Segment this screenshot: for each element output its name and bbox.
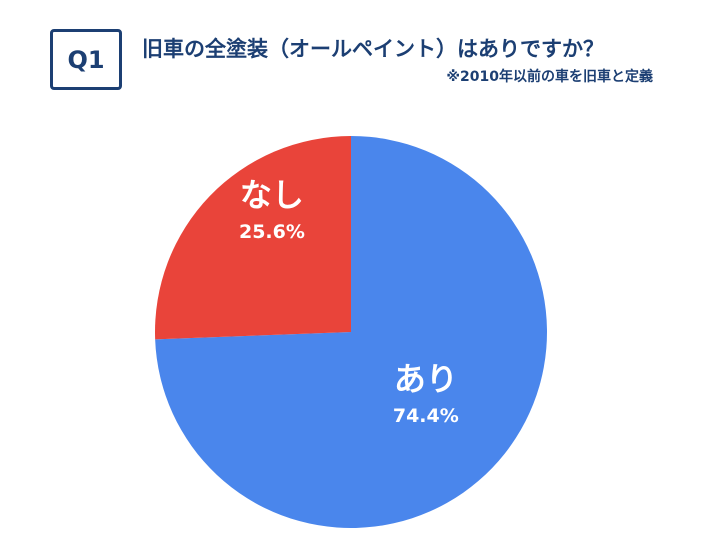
question-badge: Q1 bbox=[50, 29, 122, 90]
chart-title: 旧車の全塗装（オールペイント）はありですか？ bbox=[142, 37, 604, 61]
slice-label-1: あり bbox=[394, 360, 458, 398]
pie-slice-1 bbox=[155, 136, 547, 528]
pie-labels: あり 74.4% なし 25.6% bbox=[239, 176, 459, 427]
slice-label-2: なし bbox=[240, 176, 304, 214]
slice-value-label-2: 25.6% bbox=[239, 221, 305, 243]
pie-slices bbox=[155, 136, 547, 528]
slice-value-label-1: 74.4% bbox=[393, 405, 459, 427]
chart-note: ※2010年以前の車を旧車と定義 bbox=[446, 69, 653, 85]
question-number: Q1 bbox=[67, 45, 105, 74]
pie-slice-2 bbox=[155, 136, 351, 340]
